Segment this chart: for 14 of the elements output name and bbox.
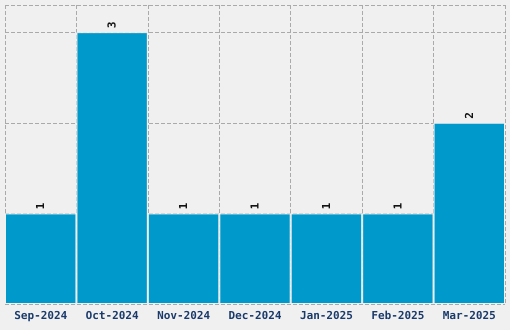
data-label: 1 xyxy=(391,202,404,210)
data-label: 1 xyxy=(320,202,333,210)
data-label: 1 xyxy=(34,202,48,210)
data-label: 2 xyxy=(462,112,476,119)
x-tick-label: Mar-2025 xyxy=(442,309,496,322)
data-label: 1 xyxy=(248,202,262,210)
x-tick-label: Nov-2024 xyxy=(157,309,210,322)
data-label: 3 xyxy=(106,22,119,28)
x-tick-label: Oct-2024 xyxy=(86,309,140,322)
x-tick-label: Sep-2024 xyxy=(14,309,68,322)
x-tick-label: Feb-2025 xyxy=(371,309,424,322)
data-label: 1 xyxy=(177,202,190,210)
x-tick-label: Jan-2025 xyxy=(300,309,353,322)
x-tick-label: Dec-2024 xyxy=(228,309,282,322)
